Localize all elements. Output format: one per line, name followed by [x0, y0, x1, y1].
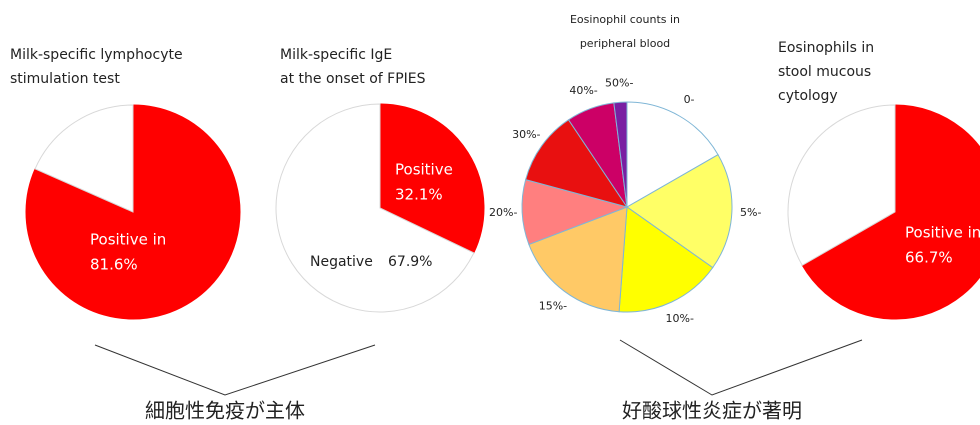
pie-slice	[618, 206, 714, 313]
slice-label: 40%-	[569, 84, 597, 97]
value-label: 66.7%	[905, 249, 953, 267]
chart-title: peripheral blood	[580, 37, 670, 50]
value-label: 32.1%	[395, 186, 443, 204]
slice-label: Positive in	[90, 231, 166, 249]
slice-label: Positive	[395, 161, 453, 179]
chart-title: Milk-specific lymphocyte	[10, 47, 183, 63]
slice-label: Negative	[310, 254, 373, 270]
chart-title: stimulation test	[10, 71, 120, 87]
slice-label: 10%-	[666, 312, 694, 325]
pie-slice	[801, 104, 980, 320]
slice-label: 50%-	[605, 76, 633, 89]
pie-slice	[626, 154, 733, 269]
pie-slice	[275, 103, 475, 313]
slice-label: 0-	[684, 93, 695, 106]
caption: 好酸球性炎症が著明	[622, 399, 802, 423]
caption: 細胞性免疫が主体	[145, 399, 305, 423]
chart-title: Eosinophil counts in	[570, 13, 680, 26]
pie-slice	[787, 104, 896, 266]
chart-title: Milk-specific IgE	[280, 47, 392, 63]
pie-slice	[34, 104, 134, 213]
bracket	[619, 339, 863, 396]
pie-slice	[379, 103, 485, 254]
chart-title: stool mucous	[778, 64, 871, 80]
chart-title: at the onset of FPIES	[280, 71, 426, 87]
pie-slice	[528, 206, 628, 313]
pie-slice	[613, 101, 628, 208]
slice-label: 15%-	[539, 299, 567, 312]
chart-title: Eosinophils in	[778, 40, 874, 56]
chart-title: cytology	[778, 88, 838, 104]
bracket	[94, 344, 376, 396]
value-label: 67.9%	[388, 254, 432, 270]
slice-label: 5%-	[740, 206, 761, 219]
slice-label: Positive in	[905, 224, 980, 242]
pie-slice	[626, 101, 719, 208]
slice-label: 30%-	[512, 128, 540, 141]
pie-slice	[525, 119, 629, 208]
value-label: 81.6%	[90, 256, 138, 274]
slice-label: 20%-	[489, 206, 517, 219]
